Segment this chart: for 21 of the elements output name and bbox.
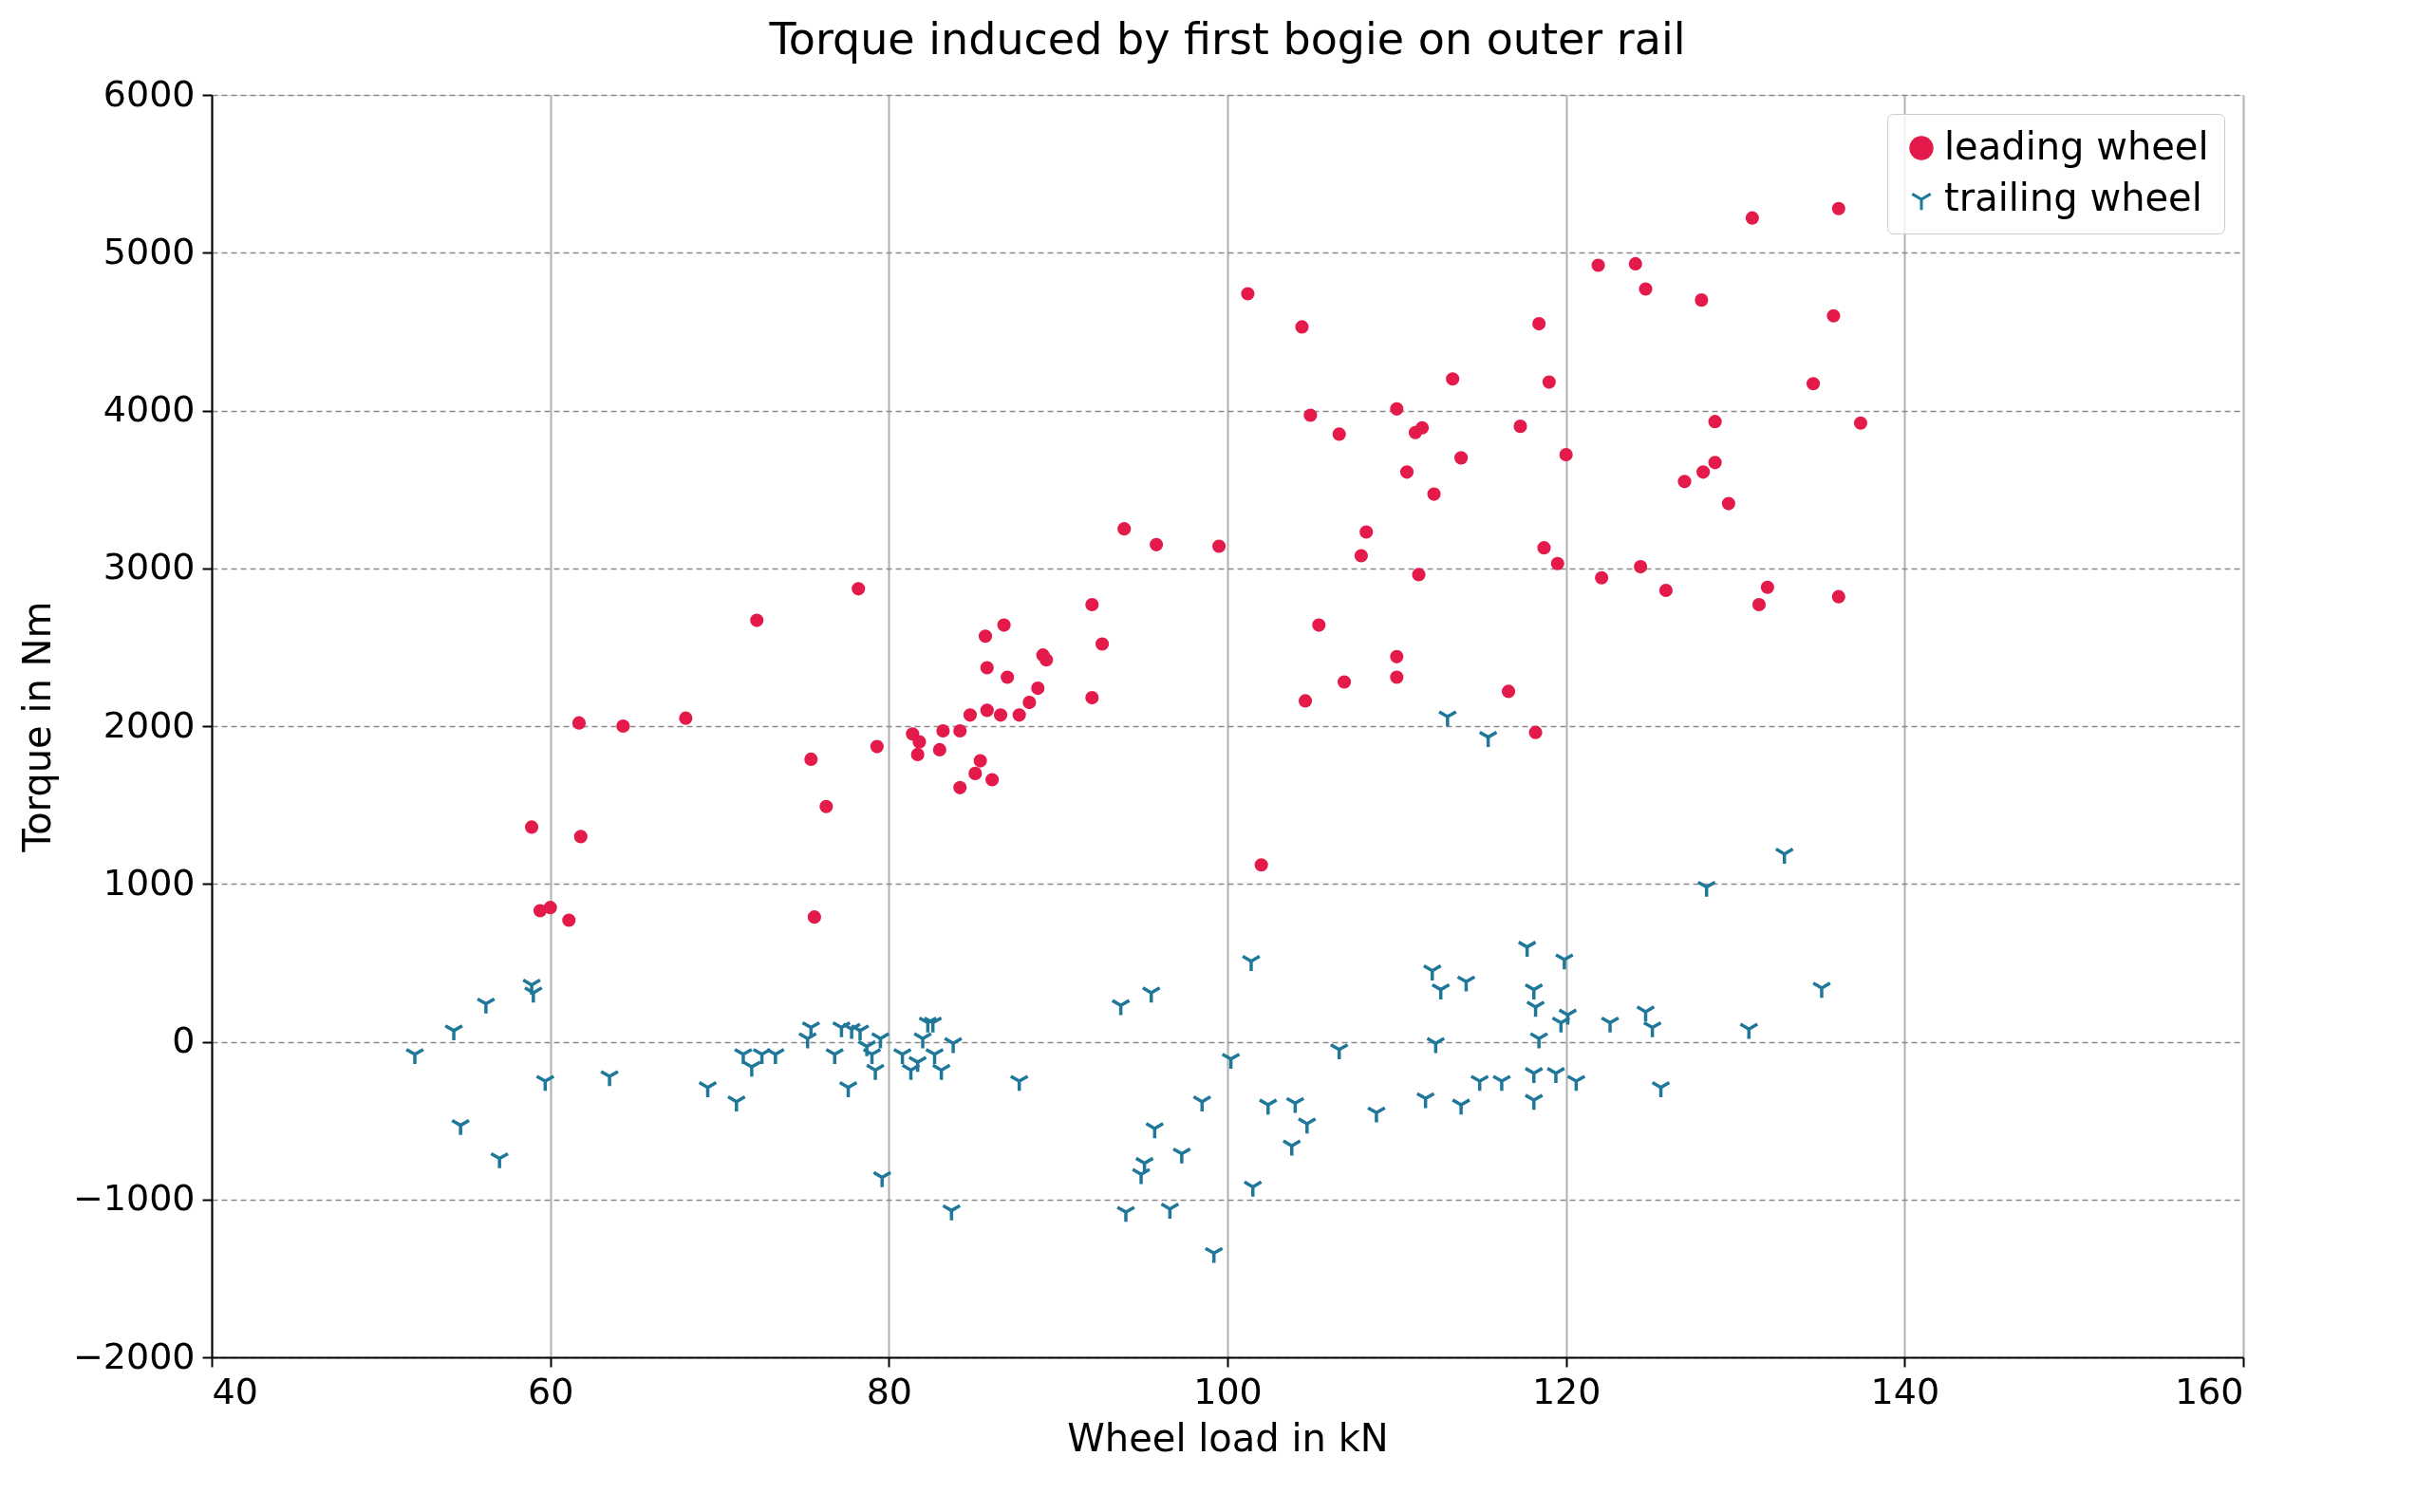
x-tick-label: 120 (1531, 1370, 1601, 1412)
y-tick-label: 3000 (103, 546, 196, 588)
chart-title: Torque induced by first bogie on outer rail (768, 13, 1686, 65)
y-tick-label: 6000 (103, 72, 196, 115)
y-tick-label: 2000 (103, 703, 196, 746)
y-tick-label: 5000 (103, 230, 196, 272)
x-tick-label: 60 (527, 1370, 574, 1412)
y-tick-label: 0 (172, 1019, 196, 1061)
x-tick-label: 160 (2174, 1370, 2244, 1412)
y-tick-label: −2000 (72, 1335, 196, 1377)
x-tick-label: 80 (866, 1370, 913, 1412)
legend-label: leading wheel (1944, 124, 2209, 168)
y-tick-label: 4000 (103, 388, 196, 430)
x-tick-label: 140 (1870, 1370, 1940, 1412)
y-tick-label: 1000 (103, 861, 196, 904)
x-tick-label: 100 (1193, 1370, 1263, 1412)
x-tick-label: 40 (212, 1370, 258, 1412)
legend-label: trailing wheel (1944, 176, 2202, 219)
y-tick-label: −1000 (72, 1177, 196, 1220)
y-axis-title: Torque in Nm (14, 601, 59, 853)
x-axis-title: Wheel load in kN (1067, 1415, 1389, 1460)
